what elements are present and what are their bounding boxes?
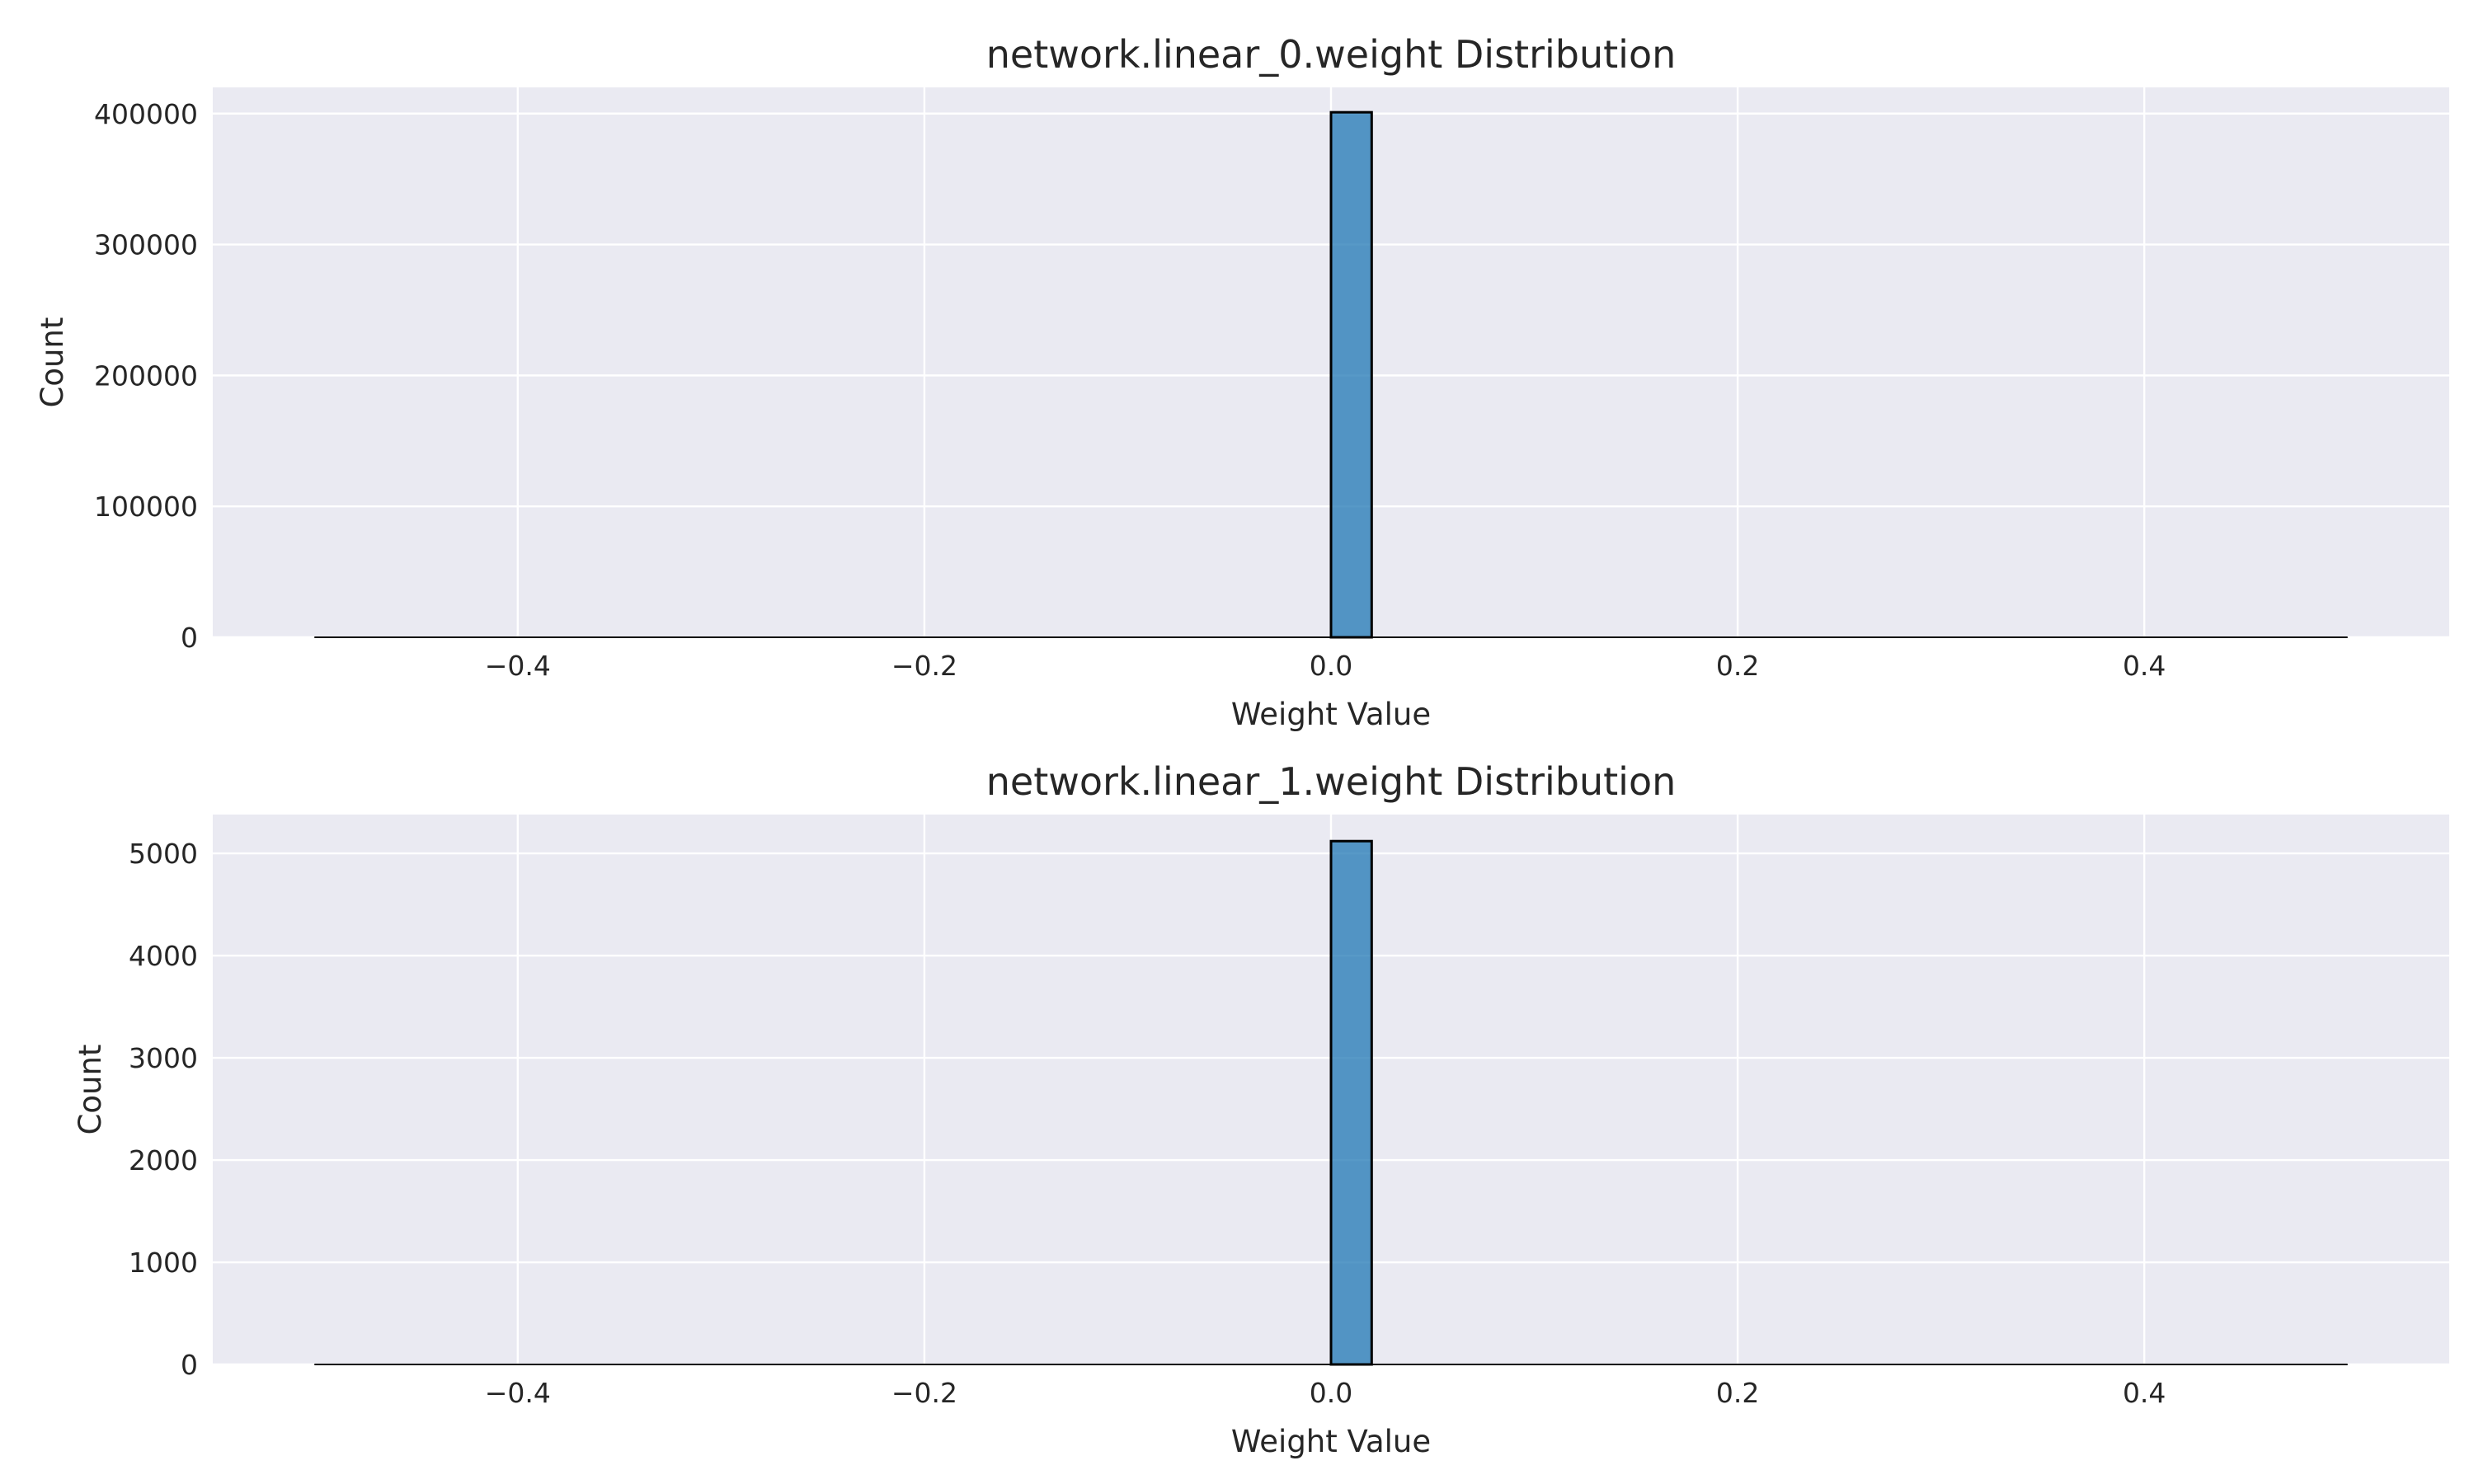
x-axis-label: Weight Value [1231, 697, 1431, 732]
histogram-panel-0: −0.4 −0.2 0.0 0.2 0.4 0 100000 200000 300000 4000… [35, 32, 2449, 732]
x-tick-label: −0.4 [485, 650, 551, 682]
x-tick-label: 0.4 [2123, 1377, 2166, 1409]
y-tick-label: 5000 [129, 838, 198, 870]
y-tick-label: 3000 [129, 1042, 198, 1074]
x-tick-label: −0.2 [891, 650, 957, 682]
x-tick-label: 0.2 [1716, 650, 1759, 682]
y-tick-label: 100000 [94, 491, 198, 523]
x-tick-label: 0.4 [2123, 650, 2166, 682]
y-tick-label: 200000 [94, 359, 198, 392]
y-tick-label: 0 [181, 622, 198, 654]
y-tick-label: 400000 [94, 98, 198, 130]
histogram-bar [1329, 110, 1373, 639]
histogram-panel-1: −0.4 −0.2 0.0 0.2 0.4 0 1000 2000 3000 4000 5000 ne… [73, 759, 2449, 1459]
x-axis-label: Weight Value [1231, 1424, 1431, 1459]
histogram-bar [1329, 839, 1373, 1366]
y-axis-label: Count [35, 317, 70, 408]
x-tick-label: 0.0 [1310, 1377, 1352, 1409]
y-tick-label: 1000 [129, 1247, 198, 1279]
x-tick-label: −0.4 [485, 1377, 551, 1409]
chart-title: network.linear_0.weight Distribution [986, 32, 1677, 77]
x-tick-label: 0.2 [1716, 1377, 1759, 1409]
y-tick-label: 300000 [94, 229, 198, 261]
y-tick-label: 4000 [129, 940, 198, 972]
y-tick-label: 0 [181, 1349, 198, 1381]
x-tick-label: −0.2 [891, 1377, 957, 1409]
chart-title: network.linear_1.weight Distribution [986, 759, 1677, 804]
y-tick-label: 2000 [129, 1144, 198, 1176]
y-axis-label: Count [73, 1045, 108, 1135]
x-tick-label: 0.0 [1310, 650, 1352, 682]
